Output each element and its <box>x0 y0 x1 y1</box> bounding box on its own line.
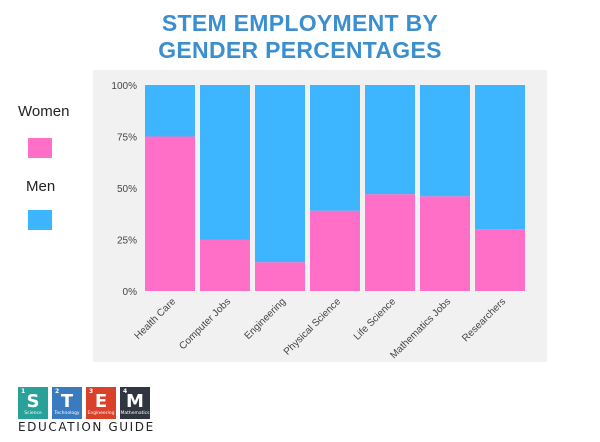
bar-women <box>145 136 195 291</box>
logo-tile-sub: Mathematics <box>120 411 150 416</box>
x-tick-label: Health Care <box>133 296 179 342</box>
logo-tile-num: 2 <box>55 388 60 395</box>
logo-tile: 4 M Mathematics <box>120 387 150 419</box>
legend-women-label: Women <box>18 103 70 120</box>
stem-education-guide-logo: 1 S Science 2 T Technology 3 E Engineering 4 M Math… <box>18 387 158 437</box>
logo-tile-sub: Science <box>24 411 42 416</box>
y-tick-label: 75% <box>117 133 137 144</box>
bar-women <box>420 196 470 291</box>
logo-tile-num: 1 <box>21 388 26 395</box>
chart-title-line-1: STEM EMPLOYMENT BY <box>161 10 439 36</box>
logo-tile-letter: E <box>94 391 108 412</box>
x-tick-label: Engineering <box>243 296 289 342</box>
bar-women <box>365 194 415 291</box>
bar-women <box>475 229 525 291</box>
logo-tile: 1 S Science <box>18 387 48 419</box>
x-tick-label: Researchers <box>460 296 508 344</box>
logo-tile-letter: M <box>126 391 144 412</box>
legend-men-swatch <box>28 210 52 230</box>
legend-men-label: Men <box>26 178 56 195</box>
chart-title: STEM EMPLOYMENT BY GENDER PERCENTAGES <box>0 10 600 64</box>
y-tick-label: 25% <box>117 236 137 247</box>
legend-women-swatch <box>28 138 52 158</box>
logo-text: EDUCATION GUIDE <box>18 420 155 434</box>
logo-tile: 2 T Technology <box>52 387 82 419</box>
logo-tile-sub: Technology <box>54 411 80 416</box>
logo-tile-letter: S <box>26 391 40 412</box>
y-tick-label: 100% <box>111 81 137 92</box>
logo-tile-sub: Engineering <box>87 411 115 416</box>
bar-women <box>255 262 305 291</box>
bar-men <box>145 85 195 137</box>
x-tick-label: Physical Science <box>282 296 344 358</box>
x-tick-label: Mathematics Jobs <box>388 296 453 361</box>
bar-men <box>420 85 470 197</box>
logo-tile-letter: T <box>60 391 74 412</box>
bar-men <box>200 85 250 240</box>
bar-women <box>310 210 360 291</box>
bar-women <box>200 239 250 291</box>
x-tick-label: Computer Jobs <box>177 296 233 352</box>
chart-title-line-2: GENDER PERCENTAGES <box>158 37 442 63</box>
y-tick-label: 0% <box>123 287 138 298</box>
logo-tile-num: 3 <box>89 388 94 395</box>
y-tick-label: 50% <box>117 184 137 195</box>
bar-men <box>365 85 415 195</box>
bar-men <box>310 85 360 211</box>
bar-men <box>255 85 305 263</box>
logo-tile-num: 4 <box>123 388 128 395</box>
bar-men <box>475 85 525 230</box>
logo-tile: 3 E Engineering <box>86 387 116 419</box>
x-tick-label: Life Science <box>352 296 399 343</box>
